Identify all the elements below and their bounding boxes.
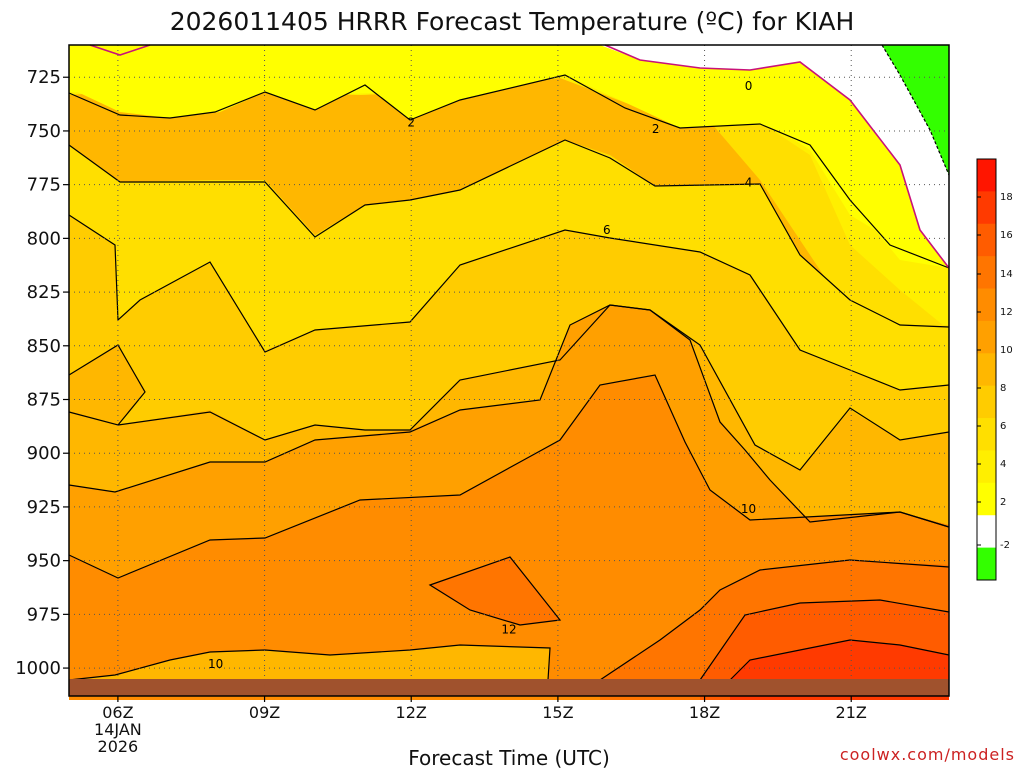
y-tick-label: 850 xyxy=(27,336,61,357)
isotherm-12-pocket xyxy=(428,556,562,626)
colorbar-swatch xyxy=(977,450,996,484)
minus-two-line xyxy=(881,44,950,176)
plot-frame xyxy=(68,44,950,697)
x-tick-label: 18Z xyxy=(689,703,720,722)
isotherm-10-upper xyxy=(68,304,950,528)
contour-label: 6 xyxy=(603,223,611,237)
isotherm-14 xyxy=(699,599,950,681)
y-tick-label: 875 xyxy=(27,390,61,411)
colorbar-tick-label: 6 xyxy=(1000,421,1006,432)
x-tick-label: 21Z xyxy=(836,703,867,722)
colorbar-swatch xyxy=(977,159,996,192)
contour-label: 0 xyxy=(745,79,753,93)
y-tick-label: 975 xyxy=(27,604,61,625)
chart-title: 2026011405 HRRR Forecast Temperature (ºC… xyxy=(170,7,855,36)
isotherm-6 xyxy=(68,214,950,391)
x-tick-sublabel: 2026 xyxy=(98,737,139,756)
y-tick-label: 1000 xyxy=(15,658,61,679)
y-tick-label: 825 xyxy=(27,282,61,303)
isotherm-10-surface xyxy=(68,644,551,681)
colorbar-tick-label: -2 xyxy=(1000,540,1010,551)
contour-label: 12 xyxy=(501,622,516,636)
colorbar-swatch xyxy=(977,256,996,290)
colorbar-swatch xyxy=(977,418,996,451)
colorbar-swatch xyxy=(977,223,996,257)
surface-cool-pocket xyxy=(69,645,550,680)
y-tick-label: 900 xyxy=(27,443,61,464)
contour-labels: 0 2 2 4 6 10 12 10 xyxy=(208,79,756,671)
x-tick-label: 06Z xyxy=(102,703,133,722)
grid-lines xyxy=(69,45,949,696)
colorbar-swatch xyxy=(977,320,996,354)
y-tick-label: 725 xyxy=(27,67,61,88)
colorbar-tick-label: 16 xyxy=(1000,230,1013,241)
colorbar-tick-label: 2 xyxy=(1000,497,1006,508)
colorbar-tick-label: 18 xyxy=(1000,192,1013,203)
colorbar-tick-label: 14 xyxy=(1000,269,1013,280)
contour-label: 2 xyxy=(652,122,660,136)
yellow-region xyxy=(69,45,949,268)
colorbar-tick-label: 10 xyxy=(1000,345,1013,356)
colorbar-swatch xyxy=(977,515,996,549)
colorbar-tick-label: 12 xyxy=(1000,307,1013,318)
contour-label: 4 xyxy=(745,176,753,190)
x-tick-sublabel: 14JAN xyxy=(94,720,142,739)
contour-label: 10 xyxy=(741,502,756,516)
colorbar-swatch xyxy=(977,191,996,225)
isotherm-10 xyxy=(68,374,950,579)
x-tick-label: 15Z xyxy=(542,703,573,722)
freezing-line xyxy=(89,44,950,269)
colorbar-tick-label: 4 xyxy=(1000,459,1006,470)
temperature-fill-layers xyxy=(69,45,949,700)
colorbar: -2 2 4 6 8 10 12 14 16 18 xyxy=(976,158,1013,581)
colorbar-swatch xyxy=(977,385,996,419)
isotherm-12 xyxy=(599,559,950,681)
y-tick-label: 925 xyxy=(27,497,61,518)
contour-label: 10 xyxy=(208,657,223,671)
freezing-line-east xyxy=(604,44,950,269)
colorbar-swatch xyxy=(977,547,996,581)
y-tick-label: 950 xyxy=(27,551,61,572)
x-tick-label: 12Z xyxy=(396,703,427,722)
colorbar-swatch xyxy=(977,353,996,387)
terrain-surface xyxy=(69,679,949,696)
white-region xyxy=(600,45,949,268)
credit-link[interactable]: coolwx.com/models xyxy=(840,745,1015,764)
colorbar-swatch xyxy=(977,482,996,516)
y-tick-label: 750 xyxy=(27,121,61,142)
y-tick-label: 775 xyxy=(27,175,61,196)
colorbar-tick-label: 8 xyxy=(1000,383,1006,394)
x-axis-label: Forecast Time (UTC) xyxy=(408,746,610,768)
x-tick-label: 09Z xyxy=(249,703,280,722)
y-tick-label: 800 xyxy=(27,228,61,249)
isotherm-8-west xyxy=(68,344,146,426)
green-region xyxy=(882,45,949,175)
colorbar-swatch xyxy=(977,288,996,322)
isotherm-lines xyxy=(68,74,950,681)
isotherm-8 xyxy=(117,304,950,471)
freezing-line-west xyxy=(89,44,151,56)
colorbar-frame xyxy=(976,158,997,581)
isotherm-4 xyxy=(68,139,950,328)
y-axis: 725 750 775 800 825 850 875 900 925 950 975 1000 xyxy=(15,67,69,679)
contour-label: 2 xyxy=(407,115,415,129)
isotherm-2 xyxy=(68,74,950,269)
band-4-6 xyxy=(69,45,949,370)
isotherm-16 xyxy=(729,639,950,681)
